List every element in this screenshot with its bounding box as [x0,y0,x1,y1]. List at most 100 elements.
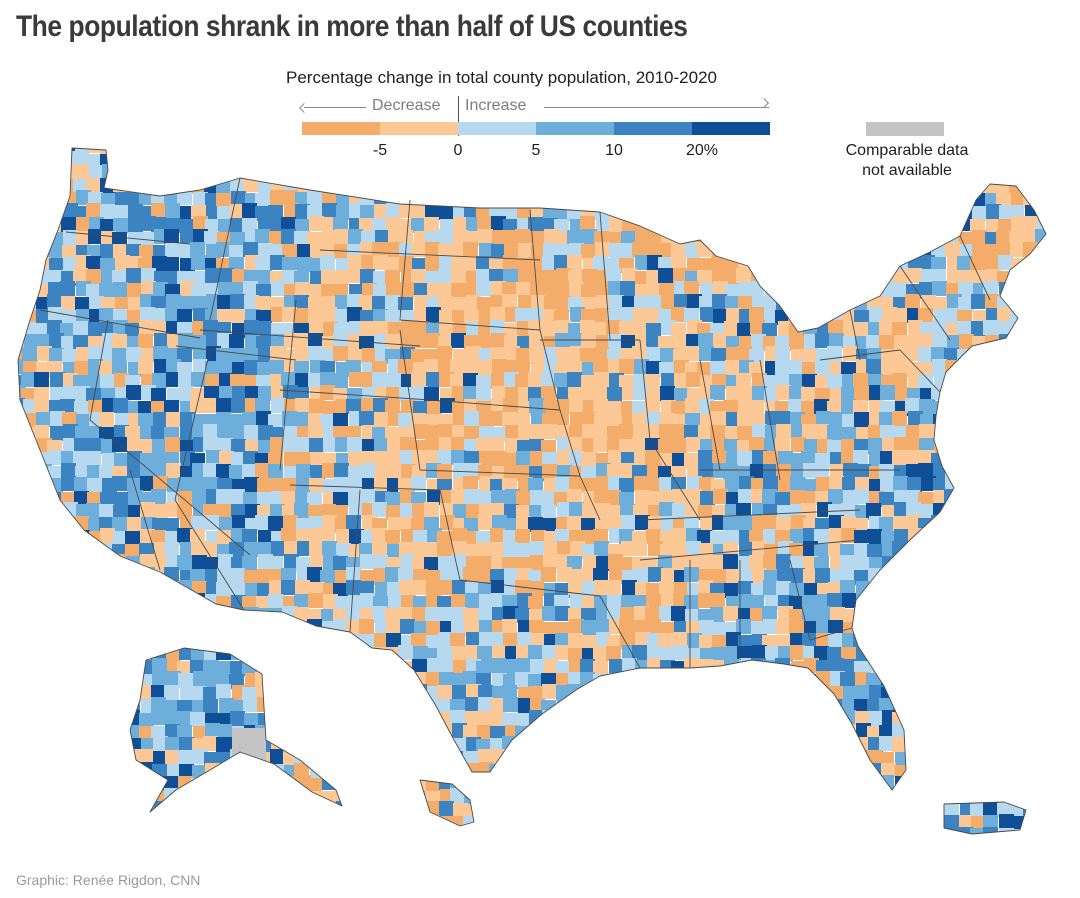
county-cell [868,204,883,219]
county-cell [258,440,273,455]
county-cell [99,412,114,427]
county-cell [258,542,273,557]
county-cell [478,697,493,712]
county-cell [607,387,622,402]
county-cell [893,270,908,285]
county-cell [401,752,416,767]
county-cell [713,777,728,792]
county-cell [971,440,986,455]
county-cell [802,817,817,832]
county-cell [322,541,337,556]
county-cell [49,593,64,608]
county-cell [945,554,960,569]
county-cell [334,463,349,478]
county-cell [177,190,192,205]
county-cell [49,258,64,273]
county-cell [815,568,830,583]
county-cell [269,217,284,232]
county-cell [945,219,960,234]
county-cell [840,827,855,834]
county-cell [802,791,817,806]
county-cell [931,347,946,362]
county-cell [815,697,830,712]
county-cell [816,218,831,233]
county-cell [775,827,790,834]
county-cell [973,148,988,153]
county-cell [271,632,286,647]
county-cell [959,726,974,741]
county-cell [87,465,102,480]
county-cell [385,738,400,753]
county-cell [608,830,623,834]
county-cell [972,544,987,559]
county-cell [544,192,559,207]
county-cell [866,193,881,208]
county-cell [216,489,231,504]
county-cell [999,620,1014,635]
county-cell [425,256,440,271]
county-cell [257,478,272,493]
county-cell [99,801,114,816]
county-cell [959,594,974,609]
county-cell [516,148,531,154]
county-cell [973,843,988,858]
county-cell [413,321,428,336]
county-cell [479,451,494,466]
county-cell [791,206,806,221]
county-cell [593,814,608,829]
county-cell [282,686,297,701]
county-cell [529,439,544,454]
county-cell [686,148,701,156]
county-cell [645,398,660,413]
county-cell [817,179,832,194]
county-cell [632,242,647,257]
county-cell [388,594,403,609]
county-cell [647,723,662,738]
county-cell [125,165,140,180]
county-cell [257,492,272,507]
county-cell [138,179,153,194]
us-county-map [17,147,1065,860]
county-cell [543,518,558,533]
county-cell [840,232,855,247]
county-cell [479,854,494,860]
county-cell [957,386,972,401]
county-cell [698,450,713,465]
county-cell [580,320,595,335]
county-cell [528,517,543,532]
county-cell [1011,543,1026,558]
county-cell [724,804,739,819]
county-cell [256,635,271,650]
county-cell [477,646,492,661]
county-cell [386,633,401,648]
county-cell [674,776,689,791]
county-cell [830,243,845,258]
county-cell [998,674,1013,689]
county-cell [647,840,662,855]
county-cell [594,711,609,726]
county-cell [219,803,234,818]
county-cell [99,308,114,323]
county-cell [463,608,478,623]
county-cell [791,661,806,676]
county-cell [113,830,128,834]
county-cell [894,335,909,350]
county-cell [996,490,1011,505]
county-cell [659,477,674,492]
county-cell [1024,633,1039,648]
county-cell [1050,816,1065,831]
county-cell [398,817,413,832]
county-cell [986,388,1001,403]
county-cell [465,697,480,712]
county-cell [893,192,908,207]
county-cell [76,712,91,727]
county-cell [489,269,504,284]
county-cell [22,203,37,218]
county-cell [607,414,622,429]
county-cell [1038,556,1046,571]
county-cell [438,632,453,647]
county-cell [632,815,647,830]
county-cell [1050,542,1065,557]
county-cell [608,334,623,349]
county-cell [125,789,140,804]
